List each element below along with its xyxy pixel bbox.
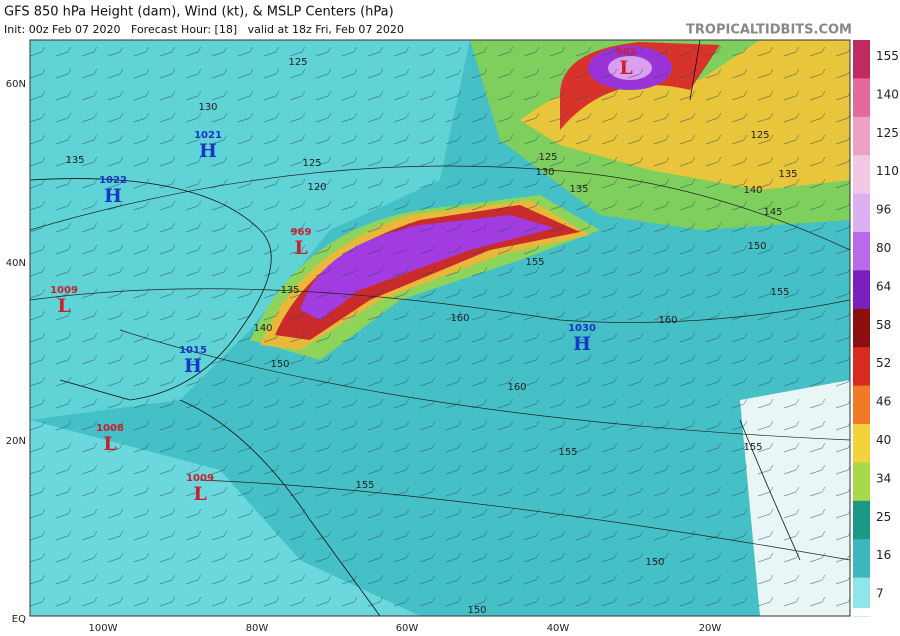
- contour-label: 155: [743, 442, 762, 453]
- height-contours: [30, 165, 850, 561]
- colorbar-label: 52: [876, 356, 891, 370]
- longitude-label: 20W: [699, 623, 722, 634]
- contour-label: 135: [569, 184, 588, 195]
- colorbar-label: 80: [876, 241, 891, 255]
- colorbar-label: 125: [876, 126, 899, 140]
- colorbar-swatch: [853, 155, 870, 195]
- title: GFS 850 hPa Height (dam), Wind (kt), & M…: [4, 5, 394, 20]
- contour-label: 150: [467, 605, 486, 616]
- colorbar-end: [853, 608, 870, 616]
- colorbar-label: 64: [876, 279, 891, 293]
- colorbar-swatch: [853, 424, 870, 463]
- longitude-label: 60W: [396, 623, 419, 634]
- contour-label: 120: [307, 182, 326, 193]
- contour-label: 135: [65, 155, 84, 166]
- contour-label: 155: [770, 287, 789, 298]
- colorbar-swatch: [853, 193, 870, 233]
- contour-label: 155: [355, 480, 374, 491]
- pressure-value: 1015: [179, 345, 207, 356]
- longitude-label: 80W: [246, 623, 269, 634]
- pressure-value: 962: [616, 47, 637, 58]
- contour-label: 150: [747, 241, 766, 252]
- longitude-label: 100W: [89, 623, 118, 634]
- latitude-label: 60N: [6, 79, 26, 90]
- colorbar-swatch: [853, 462, 870, 502]
- contour-label: 140: [253, 323, 272, 334]
- pressure-symbol: H: [104, 185, 122, 207]
- pressure-symbol: L: [57, 295, 70, 317]
- contour-label: 150: [645, 557, 664, 568]
- contour-label: 145: [763, 207, 782, 218]
- colorbar-label: 140: [876, 87, 899, 101]
- pressure-symbol: L: [619, 57, 632, 79]
- pressure-value: 1008: [96, 423, 124, 434]
- colorbar-swatch: [853, 500, 870, 540]
- map-frame: [29, 39, 851, 617]
- pressure-symbol: H: [199, 140, 217, 162]
- pressure-symbol: H: [573, 333, 591, 355]
- contour-label: 140: [743, 185, 762, 196]
- contour-label: 135: [778, 169, 797, 180]
- colorbar-swatch: [853, 116, 870, 156]
- colorbar-swatch: [853, 232, 870, 271]
- colorbar-swatch: [853, 78, 870, 118]
- colorbar-label: 110: [876, 164, 899, 178]
- contour-label: 155: [525, 257, 544, 268]
- colorbar-label: 34: [876, 471, 891, 485]
- contour-label: 125: [538, 152, 557, 163]
- contour-label: 160: [658, 315, 677, 326]
- colorbar-swatch: [853, 539, 870, 579]
- labels-layer: 100W 80W 60W 40W 20W 60N 40N 20N EQ 155 140 125 110 9…: [6, 40, 899, 634]
- colorbar-swatch: [853, 347, 870, 387]
- colorbar-swatch: [853, 385, 870, 425]
- contour-label: 160: [507, 382, 526, 393]
- contour-label: 125: [750, 130, 769, 141]
- contour-label: 155: [558, 447, 577, 458]
- colorbar-label: 46: [876, 395, 891, 409]
- source: TROPICALTIDBITS.COM: [686, 23, 852, 38]
- pressure-value: 1030: [568, 323, 596, 334]
- coastlines: [30, 40, 801, 616]
- pressure-symbol: L: [103, 433, 116, 455]
- colorbar-label: 40: [876, 433, 891, 447]
- pressure-value: 969: [291, 227, 312, 238]
- pressure-value: 1009: [186, 473, 214, 484]
- latitude-label: 20N: [6, 436, 26, 447]
- longitude-label: 40W: [547, 623, 570, 634]
- contour-label: 125: [288, 57, 307, 68]
- colorbar-swatch: [853, 308, 870, 348]
- pressure-symbol: H: [184, 355, 202, 377]
- colorbar-label: 58: [876, 318, 891, 332]
- pressure-symbol: L: [294, 237, 307, 259]
- colorbar-swatch: [853, 577, 870, 617]
- contour-label: 135: [280, 285, 299, 296]
- colorbar-label: 7: [876, 587, 884, 601]
- subtitle: Init: 00z Feb 07 2020 Forecast Hour: [18…: [4, 23, 404, 36]
- colorbar-label: 155: [876, 49, 899, 63]
- contour-label: 130: [198, 102, 217, 113]
- latitude-label: 40N: [6, 258, 26, 269]
- colorbar-label: 96: [876, 203, 891, 217]
- pressure-value: 1021: [194, 130, 222, 141]
- pressure-value: 1022: [99, 175, 127, 186]
- colorbar-label: 25: [876, 510, 891, 524]
- map-field: [30, 40, 850, 616]
- contour-label: 125: [302, 158, 321, 169]
- contour-label: 160: [450, 313, 469, 324]
- wind-barbs: [30, 40, 850, 616]
- latitude-label: EQ: [12, 614, 26, 625]
- contour-label: 130: [535, 167, 554, 178]
- colorbar-label: 16: [876, 548, 891, 562]
- pressure-value: 1009: [50, 285, 78, 296]
- pressure-symbol: L: [193, 483, 206, 505]
- colorbar-swatch: [853, 270, 870, 310]
- contour-label: 150: [270, 359, 289, 370]
- colorbar-swatch: [853, 40, 870, 79]
